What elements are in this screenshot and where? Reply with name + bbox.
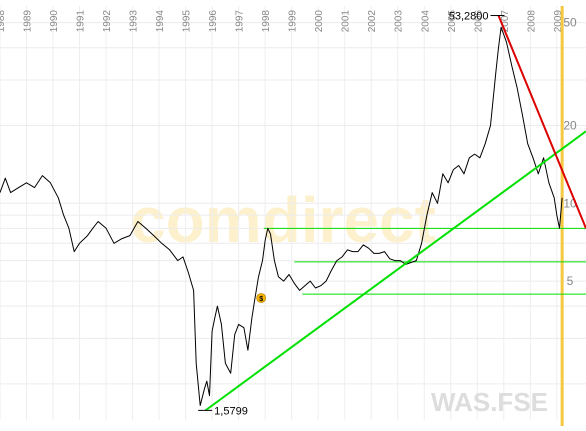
x-tick-label: 2002 — [367, 10, 378, 33]
grid — [0, 6, 586, 420]
high-label: 53,2800 — [449, 11, 489, 23]
x-tick-label: 1993 — [129, 10, 140, 33]
x-tick-label: 1994 — [155, 10, 166, 33]
x-tick-label: 2006 — [473, 10, 484, 33]
dividend-marker-icon — [256, 293, 267, 303]
dividend-marker-label: $ — [259, 296, 263, 303]
watermark-text: comdirect — [130, 184, 436, 256]
x-tick-label: 2008 — [526, 10, 537, 33]
instrument-label: WAS.FSE — [431, 387, 548, 417]
x-tick-label: 2009 — [553, 10, 564, 33]
low-label: 1,5799 — [214, 405, 248, 417]
x-tick-label: 2005 — [447, 10, 458, 33]
x-tick-label: 1998 — [261, 10, 272, 33]
lines-layer — [0, 6, 586, 426]
y-tick-label: 20 — [563, 118, 577, 132]
x-tick-label: 1996 — [208, 10, 219, 33]
uptrend-line — [204, 130, 586, 412]
downtrend-line — [497, 15, 586, 229]
x-tick-label: 1988 — [0, 10, 7, 33]
x-tick-label: 1992 — [102, 10, 113, 33]
x-tick-label: 2007 — [500, 10, 511, 33]
x-tick-label: 1997 — [235, 10, 246, 33]
x-tick-label: 1990 — [49, 10, 60, 33]
x-tick-label: 2000 — [314, 10, 325, 33]
x-tick-label: 2004 — [420, 10, 431, 33]
y-tick-label: 5 — [567, 274, 574, 288]
annotations-layer: 53,2800 1,5799 $ — [198, 11, 505, 417]
price-series-line — [0, 26, 563, 406]
x-tick-label: 2003 — [394, 10, 405, 33]
x-tick-label: 1989 — [23, 10, 34, 33]
x-tick-label: 1995 — [182, 10, 193, 33]
x-tick-label: 2001 — [341, 10, 352, 33]
y-tick-label: 50 — [563, 16, 577, 30]
x-tick-label: 1991 — [76, 10, 87, 33]
x-tick-label: 1999 — [288, 10, 299, 33]
x-axis-ticks: 1988 1989 1990 1991 1992 1993 1994 1995 1996 1997… — [0, 10, 564, 33]
